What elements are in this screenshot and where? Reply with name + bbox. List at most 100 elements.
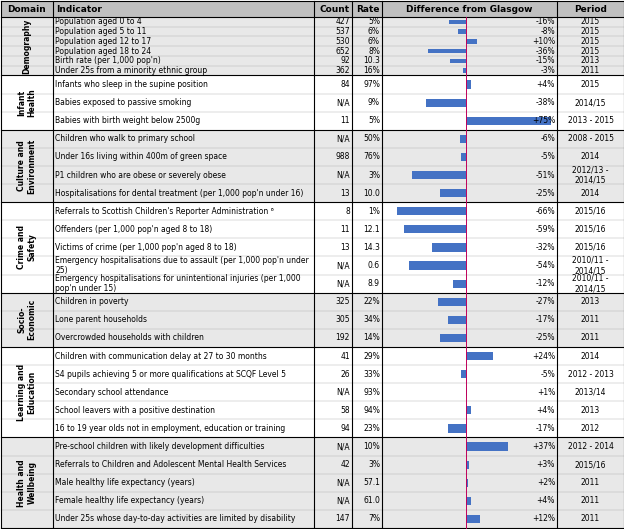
Text: 305: 305 <box>335 315 350 324</box>
Text: Under 25s whose day-to-day activities are limited by disability: Under 25s whose day-to-day activities ar… <box>55 514 295 524</box>
Text: 5%: 5% <box>368 17 380 26</box>
Bar <box>1 130 624 202</box>
Text: Birth rate (per 1,000 pop'n): Birth rate (per 1,000 pop'n) <box>55 57 161 66</box>
Text: Children in poverty: Children in poverty <box>55 297 129 306</box>
Text: Male healthy life expectancy (years): Male healthy life expectancy (years) <box>55 478 195 487</box>
Bar <box>466 80 470 88</box>
Text: 11: 11 <box>341 225 350 234</box>
Text: 988: 988 <box>336 152 350 161</box>
Text: 16 to 19 year olds not in employment, education or training: 16 to 19 year olds not in employment, ed… <box>55 424 285 433</box>
Text: P1 children who are obese or severely obese: P1 children who are obese or severely ob… <box>55 170 226 179</box>
Text: 427: 427 <box>336 17 350 26</box>
Text: Infant
Health: Infant Health <box>17 88 37 117</box>
Text: Emergency hospitalisations for unintentional injuries (per 1,000
pop'n under 15): Emergency hospitalisations for unintenti… <box>55 274 301 294</box>
Bar <box>404 225 466 233</box>
Text: 530: 530 <box>335 37 350 46</box>
Bar <box>1 202 624 293</box>
Text: 2012 - 2014: 2012 - 2014 <box>568 442 613 451</box>
Text: 5%: 5% <box>368 116 380 125</box>
Text: 2015: 2015 <box>581 80 600 89</box>
Text: 537: 537 <box>335 27 350 36</box>
Text: -17%: -17% <box>535 315 555 324</box>
Bar <box>466 461 469 469</box>
Text: 3%: 3% <box>368 460 380 469</box>
Text: 2015/16: 2015/16 <box>575 243 607 252</box>
Text: Overcrowded households with children: Overcrowded households with children <box>55 333 204 342</box>
Text: -25%: -25% <box>535 333 555 342</box>
Text: 6%: 6% <box>368 27 380 36</box>
Bar <box>466 406 470 414</box>
Text: Socio-
Economic: Socio- Economic <box>17 299 37 341</box>
Text: 2012 - 2013: 2012 - 2013 <box>568 370 613 379</box>
Text: 147: 147 <box>336 514 350 524</box>
Text: 8: 8 <box>345 207 350 216</box>
Text: 362: 362 <box>336 66 350 75</box>
Text: Crime and
Safety: Crime and Safety <box>17 225 37 269</box>
Text: 2014: 2014 <box>581 152 600 161</box>
Text: -54%: -54% <box>535 261 555 270</box>
Text: 22%: 22% <box>363 297 380 306</box>
Text: Children who walk to primary school: Children who walk to primary school <box>55 134 195 143</box>
Bar <box>448 424 466 433</box>
Text: 94: 94 <box>340 424 350 433</box>
Text: -66%: -66% <box>535 207 555 216</box>
Text: 50%: 50% <box>363 134 380 143</box>
Text: 2015: 2015 <box>581 37 600 46</box>
Text: 10.3: 10.3 <box>363 57 380 66</box>
Bar <box>466 39 477 43</box>
Text: Population aged 0 to 4: Population aged 0 to 4 <box>55 17 142 26</box>
Bar <box>451 59 466 63</box>
Bar <box>1 76 624 130</box>
Text: Infants who sleep in the supine position: Infants who sleep in the supine position <box>55 80 208 89</box>
Text: Culture and
Environment: Culture and Environment <box>17 139 37 194</box>
Bar <box>409 261 466 270</box>
Text: N/A: N/A <box>336 98 350 107</box>
Text: 29%: 29% <box>363 352 380 361</box>
Text: 2013/14: 2013/14 <box>575 388 607 397</box>
Text: 16%: 16% <box>363 66 380 75</box>
Text: 26: 26 <box>340 370 350 379</box>
Text: 41: 41 <box>340 352 350 361</box>
Bar <box>466 497 470 505</box>
Text: 13: 13 <box>340 243 350 252</box>
Bar <box>397 207 466 215</box>
Text: +2%: +2% <box>537 478 555 487</box>
Text: 12.1: 12.1 <box>363 225 380 234</box>
Text: Offenders (per 1,000 pop'n aged 8 to 18): Offenders (per 1,000 pop'n aged 8 to 18) <box>55 225 212 234</box>
Text: Population aged 18 to 24: Population aged 18 to 24 <box>55 47 151 56</box>
Text: N/A: N/A <box>336 442 350 451</box>
Text: 652: 652 <box>336 47 350 56</box>
Text: +4%: +4% <box>537 496 555 505</box>
Bar <box>460 135 466 143</box>
Bar <box>449 20 466 24</box>
Text: Rate: Rate <box>356 5 380 14</box>
Text: 2011: 2011 <box>581 315 600 324</box>
Text: +3%: +3% <box>537 460 555 469</box>
Text: 2012: 2012 <box>581 424 600 433</box>
Text: -15%: -15% <box>535 57 555 66</box>
Text: 11: 11 <box>341 116 350 125</box>
Text: N/A: N/A <box>336 279 350 288</box>
Text: 2010/11 -
2014/15: 2010/11 - 2014/15 <box>572 274 609 294</box>
Text: 10.0: 10.0 <box>363 189 380 198</box>
Text: Demography: Demography <box>22 19 31 74</box>
Bar <box>426 98 466 107</box>
Text: +10%: +10% <box>532 37 555 46</box>
Text: 2013: 2013 <box>581 297 600 306</box>
Text: 2011: 2011 <box>581 496 600 505</box>
Text: 3%: 3% <box>368 170 380 179</box>
Text: 2015/16: 2015/16 <box>575 207 607 216</box>
Text: 2011: 2011 <box>581 478 600 487</box>
Text: Babies with birth weight below 2500g: Babies with birth weight below 2500g <box>55 116 200 125</box>
Text: Lone parent households: Lone parent households <box>55 315 147 324</box>
Bar <box>466 442 508 451</box>
Text: -38%: -38% <box>535 98 555 107</box>
Text: -12%: -12% <box>535 279 555 288</box>
Text: S4 pupils achieving 5 or more qualifications at SCQF Level 5: S4 pupils achieving 5 or more qualificat… <box>55 370 286 379</box>
Text: 76%: 76% <box>363 152 380 161</box>
Text: 9%: 9% <box>368 98 380 107</box>
Text: 2015/16: 2015/16 <box>575 225 607 234</box>
Text: Emergency hospitalisations due to assault (per 1,000 pop'n under
25): Emergency hospitalisations due to assaul… <box>55 256 309 275</box>
Text: N/A: N/A <box>336 478 350 487</box>
Text: 0.6: 0.6 <box>368 261 380 270</box>
